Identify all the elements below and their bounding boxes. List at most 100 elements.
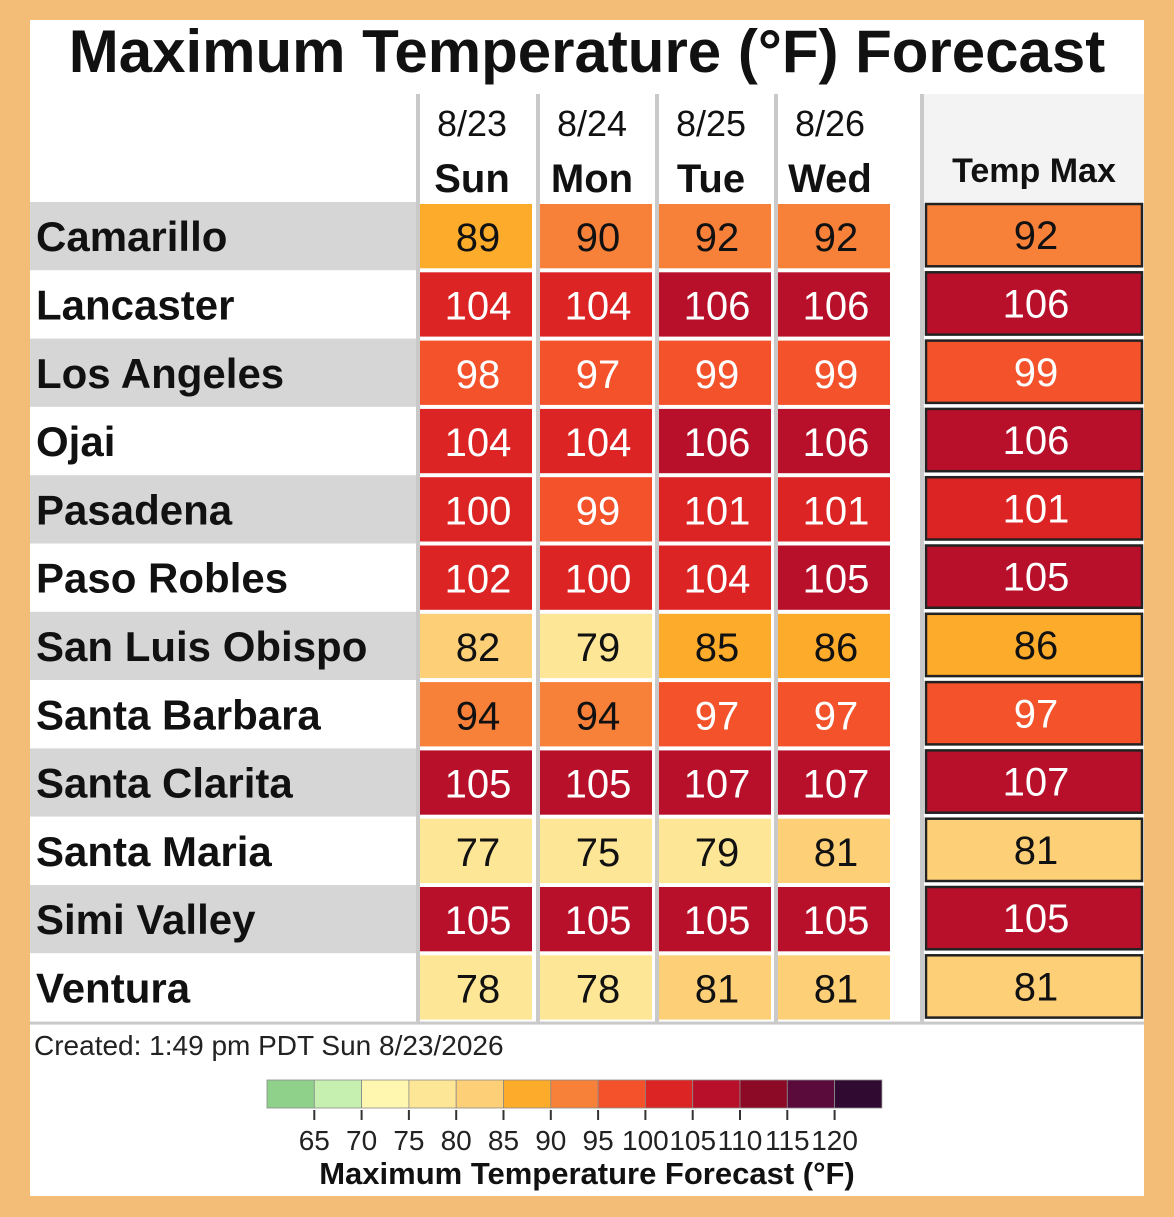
row-label-background bbox=[30, 748, 416, 817]
heat-cell-value: 105 bbox=[803, 899, 870, 943]
column-date: 8/25 bbox=[676, 103, 746, 144]
grid-divider bbox=[536, 202, 540, 1022]
colorbar-tick-label: 70 bbox=[346, 1125, 377, 1156]
heat-cell-value: 104 bbox=[445, 284, 512, 328]
max-cell bbox=[924, 271, 1144, 336]
heat-cell-value: 79 bbox=[576, 626, 621, 670]
row-location-label: Santa Barbara bbox=[36, 691, 321, 738]
spacer-cell bbox=[893, 543, 920, 612]
colorbar-segment bbox=[313, 1079, 362, 1109]
heat-cell bbox=[659, 818, 771, 883]
heat-cell-value: 104 bbox=[445, 421, 512, 465]
heat-cell bbox=[778, 682, 890, 747]
spacer-cell bbox=[893, 816, 920, 885]
heat-cell bbox=[778, 272, 890, 337]
max-cell-value: 106 bbox=[1003, 282, 1070, 326]
heat-cell-value: 92 bbox=[814, 216, 859, 260]
row-location-label: Lancaster bbox=[36, 281, 234, 328]
heat-cell bbox=[540, 545, 652, 610]
heat-cell bbox=[420, 204, 532, 269]
heat-cell bbox=[659, 955, 771, 1020]
heat-cell-value: 99 bbox=[576, 489, 621, 533]
heat-cell bbox=[659, 613, 771, 679]
max-cell-value: 81 bbox=[1014, 965, 1059, 1009]
spacer-cell bbox=[893, 406, 920, 476]
spacer-cell bbox=[893, 475, 920, 544]
column-headers: 8/23 Sun 8/24 Mon 8/25 Tue 8/26 Wed Temp Max bbox=[416, 94, 1144, 202]
heat-cell-value: 99 bbox=[695, 353, 740, 397]
colorbar-segment bbox=[455, 1079, 504, 1109]
heat-cell bbox=[420, 408, 532, 474]
spacer-cell bbox=[893, 270, 920, 339]
max-cell bbox=[924, 407, 1144, 473]
column-day: Mon bbox=[551, 157, 633, 201]
row-label-background bbox=[30, 885, 416, 954]
column-date: 8/24 bbox=[557, 103, 627, 144]
column-divider bbox=[774, 94, 778, 202]
column-date: 8/23 bbox=[437, 103, 507, 144]
column-divider bbox=[536, 94, 540, 202]
row-label-background bbox=[30, 406, 416, 476]
max-cell-value: 92 bbox=[1014, 214, 1059, 258]
heat-cell bbox=[420, 750, 532, 815]
colorbar-segment bbox=[786, 1079, 835, 1109]
heat-cell-value: 105 bbox=[803, 558, 870, 602]
spacer-cell bbox=[893, 202, 920, 271]
spacer-cell bbox=[893, 885, 920, 954]
colorbar-segment bbox=[645, 1079, 694, 1109]
column-day: Sun bbox=[434, 157, 510, 201]
heat-cell-value: 94 bbox=[456, 694, 501, 738]
heat-cell-value: 77 bbox=[456, 831, 501, 875]
heat-cell-value: 100 bbox=[565, 558, 632, 602]
heat-cell bbox=[778, 887, 890, 952]
column-divider bbox=[416, 94, 420, 202]
chart-title: Maximum Temperature (°F) Forecast bbox=[68, 18, 1106, 85]
max-cell bbox=[924, 475, 1144, 541]
heat-cell bbox=[659, 204, 771, 269]
colorbar-segment bbox=[834, 1079, 883, 1109]
heat-cell-value: 107 bbox=[803, 763, 870, 807]
heat-cell bbox=[778, 545, 890, 610]
heat-cell-value: 97 bbox=[576, 353, 621, 397]
heat-cell bbox=[659, 682, 771, 747]
row-location-label: Simi Valley bbox=[36, 896, 256, 943]
heat-cell bbox=[420, 818, 532, 883]
heat-cell-value: 89 bbox=[456, 216, 501, 260]
column-divider bbox=[655, 94, 659, 202]
colorbar-tick-label: 100 bbox=[622, 1125, 669, 1156]
grid-divider bbox=[920, 202, 924, 1022]
max-cell-value: 105 bbox=[1003, 897, 1070, 941]
max-cell-value: 81 bbox=[1014, 829, 1059, 873]
row-label-background bbox=[30, 202, 416, 271]
heat-cell bbox=[659, 272, 771, 337]
heat-cell-value: 106 bbox=[803, 421, 870, 465]
colorbar-segment bbox=[361, 1079, 410, 1109]
max-cell-value: 107 bbox=[1003, 761, 1070, 805]
row-location-label: San Luis Obispo bbox=[36, 623, 367, 670]
heat-cell-value: 81 bbox=[814, 831, 859, 875]
colorbar-tick-label: 75 bbox=[393, 1125, 424, 1156]
heat-cell bbox=[540, 887, 652, 952]
heat-cell bbox=[778, 818, 890, 883]
row-location-label: Pasadena bbox=[36, 486, 233, 533]
row-label-background bbox=[30, 611, 416, 681]
row-location-label: Camarillo bbox=[36, 213, 227, 260]
max-header-background bbox=[922, 94, 1144, 202]
heat-cell-value: 101 bbox=[803, 489, 870, 533]
max-cell bbox=[924, 749, 1144, 814]
heat-cell bbox=[540, 750, 652, 815]
row-location-label: Ojai bbox=[36, 418, 115, 465]
heat-cell bbox=[420, 545, 532, 610]
heat-cell bbox=[659, 545, 771, 610]
row-label-background bbox=[30, 543, 416, 612]
created-timestamp: Created: 1:49 pm PDT Sun 8/23/2026 bbox=[34, 1030, 504, 1061]
heat-cell-value: 85 bbox=[695, 626, 740, 670]
max-cell bbox=[924, 954, 1144, 1019]
max-cell-value: 99 bbox=[1014, 351, 1059, 395]
colorbar-tick-label: 105 bbox=[669, 1125, 716, 1156]
colorbar-segment bbox=[597, 1079, 646, 1109]
grid-divider bbox=[416, 202, 420, 1022]
heat-cell-value: 97 bbox=[814, 694, 859, 738]
heat-cell-value: 99 bbox=[814, 353, 859, 397]
